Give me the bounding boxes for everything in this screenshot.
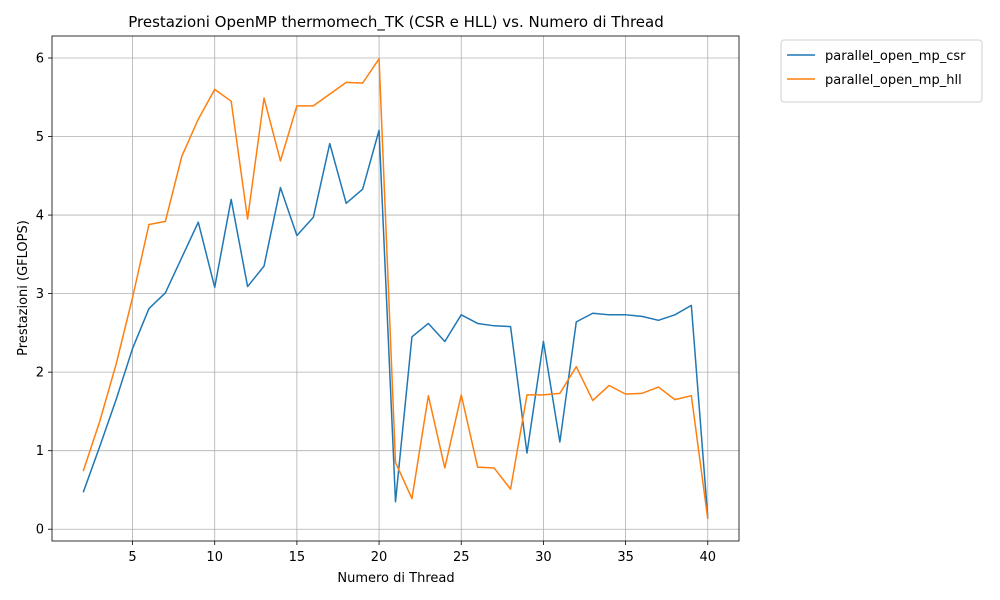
y-tick-label: 0 [36,523,44,538]
x-axis-ticks: 5 10 15 20 25 30 35 40 [128,541,716,565]
x-tick-label: 15 [289,550,306,565]
y-tick-label: 5 [36,130,44,145]
y-tick-label: 3 [36,287,44,302]
y-tick-label: 6 [36,51,44,66]
y-tick-label: 4 [36,209,44,224]
x-tick-label: 40 [699,550,716,565]
series-lines [82,58,709,520]
x-tick-label: 20 [371,550,388,565]
x-tick-label: 10 [206,550,223,565]
plot-frame [51,35,740,542]
legend-entry: parallel_open_mp_hll [825,73,962,88]
legend: parallel_open_mp_csr parallel_open_mp_hll [780,39,983,103]
legend-entry: parallel_open_mp_csr [825,49,966,64]
y-axis-label: Prestazioni (GFLOPS) [16,220,31,356]
chart-title: Prestazioni OpenMP thermomech_TK (CSR e … [128,13,664,32]
series-line-parallel_open_mp_hll [82,58,709,520]
x-tick-label: 35 [617,550,634,565]
x-tick-label: 30 [535,550,552,565]
y-tick-label: 1 [36,444,44,459]
x-tick-label: 25 [453,550,470,565]
y-axis-ticks: 0 1 2 3 4 5 6 [36,51,52,538]
x-tick-label: 5 [128,550,136,565]
y-tick-label: 2 [36,366,44,381]
series-line-parallel_open_mp_csr [82,129,709,518]
x-axis-label: Numero di Thread [337,571,454,586]
grid [52,36,739,541]
legend-box [780,39,983,103]
